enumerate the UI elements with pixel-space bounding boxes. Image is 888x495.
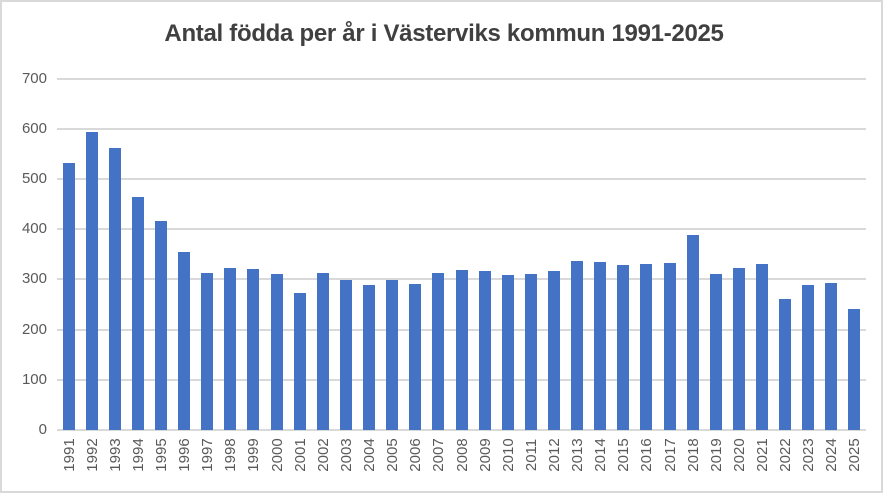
bar-2017 xyxy=(663,262,676,430)
bar-2011 xyxy=(524,273,537,430)
y-tick-label-100: 100 xyxy=(21,370,47,388)
bar-2022 xyxy=(779,298,792,430)
bar-2023 xyxy=(802,285,815,430)
y-tick-label-500: 500 xyxy=(21,169,47,187)
bar-2024 xyxy=(825,282,838,430)
bar-2004 xyxy=(363,284,376,430)
bar-2008 xyxy=(455,270,468,430)
gridline-400 xyxy=(57,228,866,231)
bar-1994 xyxy=(131,197,144,430)
bar-1992 xyxy=(85,132,98,430)
x-axis-line xyxy=(57,429,866,431)
x-tick-label-2025: 2025 xyxy=(845,438,863,472)
bar-2014 xyxy=(594,261,607,430)
bar-2018 xyxy=(686,235,699,430)
bar-2019 xyxy=(709,274,722,430)
y-tick-label-700: 700 xyxy=(21,69,47,87)
bar-2009 xyxy=(478,270,491,430)
bar-2001 xyxy=(293,292,306,430)
gridline-600 xyxy=(57,127,866,130)
bar-2025 xyxy=(848,308,861,430)
bar-2005 xyxy=(386,280,399,430)
gridline-700 xyxy=(57,77,866,80)
bar-2000 xyxy=(270,273,283,430)
bar-2021 xyxy=(755,263,768,430)
bar-2003 xyxy=(339,280,352,430)
gridline-500 xyxy=(57,177,866,180)
bar-2012 xyxy=(547,271,560,430)
y-tick-label-600: 600 xyxy=(21,119,47,137)
y-tick-label-0: 0 xyxy=(38,421,47,438)
bar-1996 xyxy=(178,251,191,430)
y-tick-label-300: 300 xyxy=(21,270,47,288)
bar-2015 xyxy=(617,265,630,430)
bar-2002 xyxy=(316,273,329,430)
bar-1999 xyxy=(247,269,260,430)
chart-title: Antal födda per år i Västerviks kommun 1… xyxy=(164,20,724,47)
bar-2020 xyxy=(732,267,745,430)
bar-2016 xyxy=(640,263,653,430)
y-tick-label-400: 400 xyxy=(21,220,47,238)
bar-1991 xyxy=(62,162,75,430)
bar-2007 xyxy=(432,272,445,430)
bar-2010 xyxy=(501,274,514,430)
y-tick-label-200: 200 xyxy=(21,320,47,338)
bar-1993 xyxy=(108,148,121,430)
bar-2013 xyxy=(571,261,584,430)
bar-1995 xyxy=(155,221,167,430)
bar-2006 xyxy=(409,283,422,430)
bar-1997 xyxy=(201,272,214,430)
bar-1998 xyxy=(224,267,237,430)
